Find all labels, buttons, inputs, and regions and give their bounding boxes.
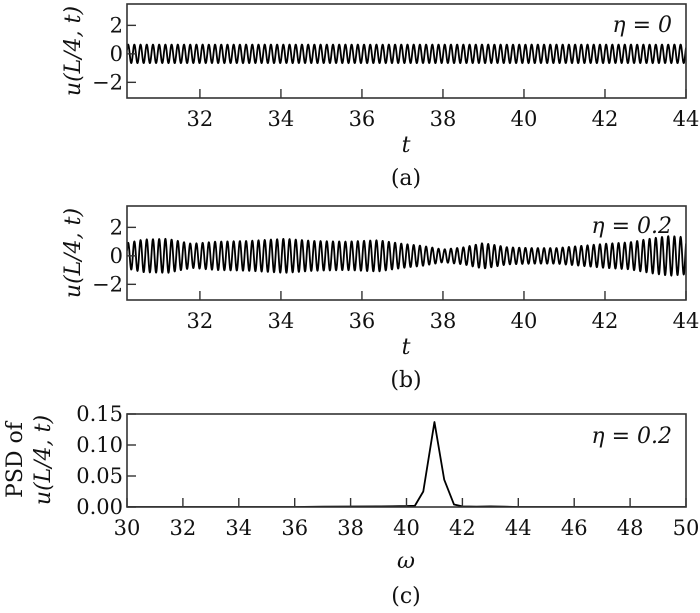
y-tick-label: 0.05 xyxy=(76,464,123,488)
panel-c-annotation: η = 0.2 xyxy=(591,424,672,449)
panel-a-x-axis-label: t xyxy=(402,133,411,158)
panel-a-y-axis-label: u(L/4, t) xyxy=(61,6,86,96)
panel-b-x-axis-label: t xyxy=(402,335,411,360)
y-tick-label: 0.15 xyxy=(76,402,123,426)
panel-a-annotation: η = 0 xyxy=(612,13,672,38)
x-tick-label: 50 xyxy=(673,516,700,540)
y-tick-label: 0.00 xyxy=(76,495,123,519)
panel-b: 32 34 36 38 40 42 44 −2 0 2 u(L/4, t) t (b) η = … xyxy=(61,205,700,393)
y-tick-label: −2 xyxy=(92,70,123,94)
panel-a: 32 34 36 38 40 42 44 −2 0 2 u(L/4, t) t (a) η = … xyxy=(61,3,700,191)
panel-b-x-ticks: 32 34 36 38 40 42 44 xyxy=(187,291,700,333)
y-tick-label: 0 xyxy=(110,244,123,268)
panel-c-x-ticks: 30 32 34 36 38 40 42 44 46 48 50 xyxy=(114,498,700,540)
x-tick-label: 42 xyxy=(592,107,619,131)
x-tick-label: 48 xyxy=(617,516,644,540)
x-tick-label: 32 xyxy=(187,107,214,131)
x-tick-label: 34 xyxy=(268,309,295,333)
panel-a-plot-area xyxy=(127,43,686,65)
x-tick-label: 38 xyxy=(337,516,364,540)
data-line xyxy=(127,235,686,277)
x-tick-label: 30 xyxy=(114,516,141,540)
panel-a-caption: (a) xyxy=(391,166,421,191)
panel-c-y-axis-label-line1: PSD of xyxy=(3,420,28,498)
panel-b-y-axis-label: u(L/4, t) xyxy=(61,208,86,298)
x-tick-label: 40 xyxy=(511,309,538,333)
x-tick-label: 34 xyxy=(268,107,295,131)
panel-b-plot-area xyxy=(127,235,686,277)
x-tick-label: 44 xyxy=(505,516,532,540)
panel-b-frame xyxy=(126,205,687,301)
x-tick-label: 44 xyxy=(673,107,700,131)
x-tick-label: 34 xyxy=(225,516,252,540)
panel-c-y-axis-label-line2: u(L/4, t) xyxy=(31,415,56,505)
x-tick-label: 36 xyxy=(349,107,376,131)
y-tick-label: 2 xyxy=(110,215,123,239)
x-tick-label: 40 xyxy=(393,516,420,540)
x-tick-label: 36 xyxy=(349,309,376,333)
data-line xyxy=(127,43,686,65)
y-tick-label: 0 xyxy=(110,42,123,66)
panel-a-y-ticks: −2 0 2 xyxy=(92,13,136,94)
panel-b-caption: (b) xyxy=(390,368,421,393)
panel-c: 30 32 34 36 38 40 42 44 46 48 50 0.000.050.100.15 … xyxy=(3,402,699,609)
x-tick-label: 44 xyxy=(673,309,700,333)
panel-a-x-ticks: 32 34 36 38 40 42 44 xyxy=(187,89,700,131)
x-tick-label: 36 xyxy=(281,516,308,540)
panel-c-caption: (c) xyxy=(391,584,421,609)
y-tick-label: −2 xyxy=(92,272,123,296)
panel-c-y-ticks: 0.00 0.05 0.10 0.15 xyxy=(76,402,136,519)
y-tick-label: 0.10 xyxy=(76,433,123,457)
panel-b-y-ticks: −2 0 2 xyxy=(92,215,136,296)
y-tick-label: 2 xyxy=(110,13,123,37)
x-tick-label: 32 xyxy=(187,309,214,333)
x-tick-label: 32 xyxy=(170,516,197,540)
x-tick-label: 42 xyxy=(449,516,476,540)
panel-b-annotation: η = 0.2 xyxy=(591,214,672,239)
panel-c-x-axis-label: ω xyxy=(397,549,415,574)
x-tick-label: 46 xyxy=(561,516,588,540)
panel-a-frame xyxy=(126,3,687,99)
x-tick-label: 38 xyxy=(430,107,457,131)
x-tick-label: 42 xyxy=(592,309,619,333)
x-tick-label: 38 xyxy=(430,309,457,333)
x-tick-label: 40 xyxy=(511,107,538,131)
